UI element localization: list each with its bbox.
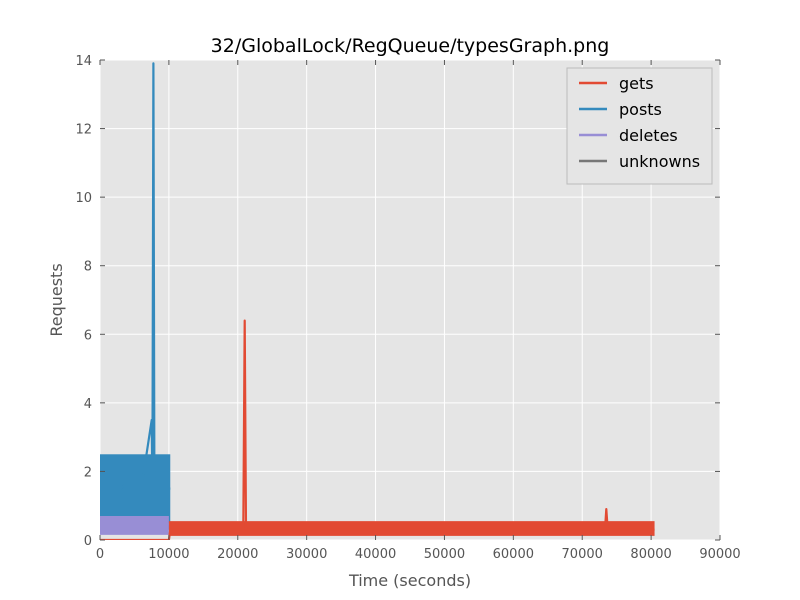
legend-label-posts: posts (619, 100, 662, 119)
y-axis-label: Requests (47, 263, 66, 336)
series-gets-band (168, 521, 655, 536)
y-tick-label: 6 (84, 328, 92, 343)
legend-label-unknowns: unknowns (619, 152, 700, 171)
legend-label-deletes: deletes (619, 126, 678, 145)
x-tick-label: 90000 (699, 547, 740, 562)
y-tick-label: 10 (75, 191, 92, 206)
y-tick-label: 14 (75, 54, 92, 69)
series-deletes-line (100, 521, 170, 526)
y-tick-label: 2 (84, 465, 92, 480)
y-tick-label: 4 (84, 397, 92, 412)
x-tick-label: 20000 (217, 547, 258, 562)
x-tick-label: 0 (96, 547, 104, 562)
chart-title: 32/GlobalLock/RegQueue/typesGraph.png (211, 35, 610, 57)
x-tick-label: 40000 (355, 547, 396, 562)
ticks: 0 10000 20000 30000 40000 50000 60000 70000 8000… (75, 54, 740, 562)
x-tick-label: 10000 (148, 547, 189, 562)
legend-label-gets: gets (619, 74, 654, 93)
x-tick-label: 70000 (562, 547, 603, 562)
x-tick-label: 30000 (286, 547, 327, 562)
y-tick-label: 12 (75, 123, 92, 138)
series-gets-line (100, 319, 655, 540)
x-axis-label: Time (seconds) (348, 571, 471, 590)
legend: gets posts deletes unknowns (566, 67, 713, 185)
x-tick-label: 80000 (630, 547, 671, 562)
y-tick-label: 8 (84, 260, 92, 275)
series-posts-line (100, 62, 171, 490)
x-tick-label: 60000 (493, 547, 534, 562)
x-tick-label: 50000 (424, 547, 465, 562)
series-layer (100, 62, 655, 540)
legend-box (566, 67, 713, 185)
y-tick-label: 0 (84, 534, 92, 549)
